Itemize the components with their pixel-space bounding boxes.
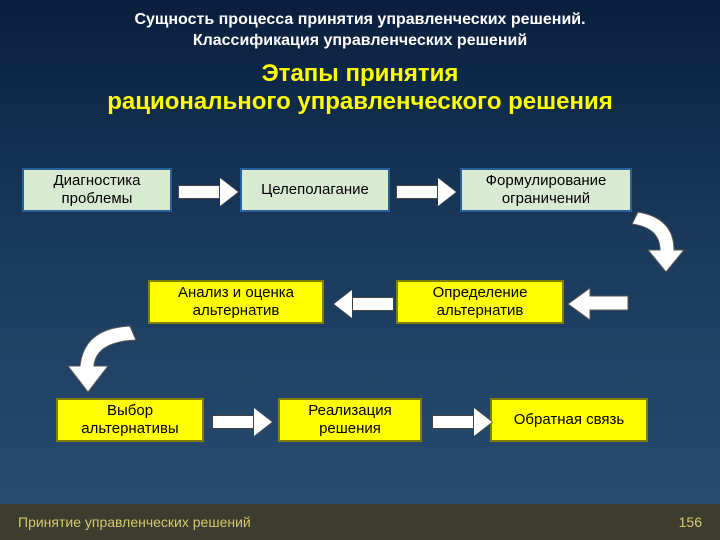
slide-header: Сущность процесса принятия управленчески… [0,0,720,52]
node-realizacia: Реализация решения [278,398,422,442]
node-celepolaganie: Целеполагание [240,168,390,212]
arrow-into-opredelenie [566,286,630,322]
title-line2: рационального управленческого решения [0,88,720,117]
node-analiz: Анализ и оценка альтернатив [148,280,324,324]
node-opredelenie: Определение альтернатив [396,280,564,324]
node-formulirovanie: Формулирование ограничений [460,168,632,212]
footer: Принятие управленческих решений 156 [0,504,720,540]
title-line1: Этапы принятия [0,60,720,89]
arrow-a1 [178,178,238,206]
header-line2: Классификация управленческих решений [0,31,720,52]
footer-page: 156 [679,514,702,530]
node-vybor: Выбор альтернативы [56,398,204,442]
arrow-a3 [334,290,394,318]
curved-arrow-1 [620,206,700,286]
node-obratnaya: Обратная связь [490,398,648,442]
slide: Сущность процесса принятия управленчески… [0,0,720,540]
arrow-a4 [212,408,272,436]
slide-title: Этапы принятия рационального управленчес… [0,52,720,118]
arrow-a2 [396,178,456,206]
footer-text: Принятие управленческих решений [18,514,251,530]
node-diagnostika: Диагностика проблемы [22,168,172,212]
arrow-a5 [432,408,492,436]
curved-arrow-2 [56,318,146,404]
header-line1: Сущность процесса принятия управленчески… [0,10,720,31]
